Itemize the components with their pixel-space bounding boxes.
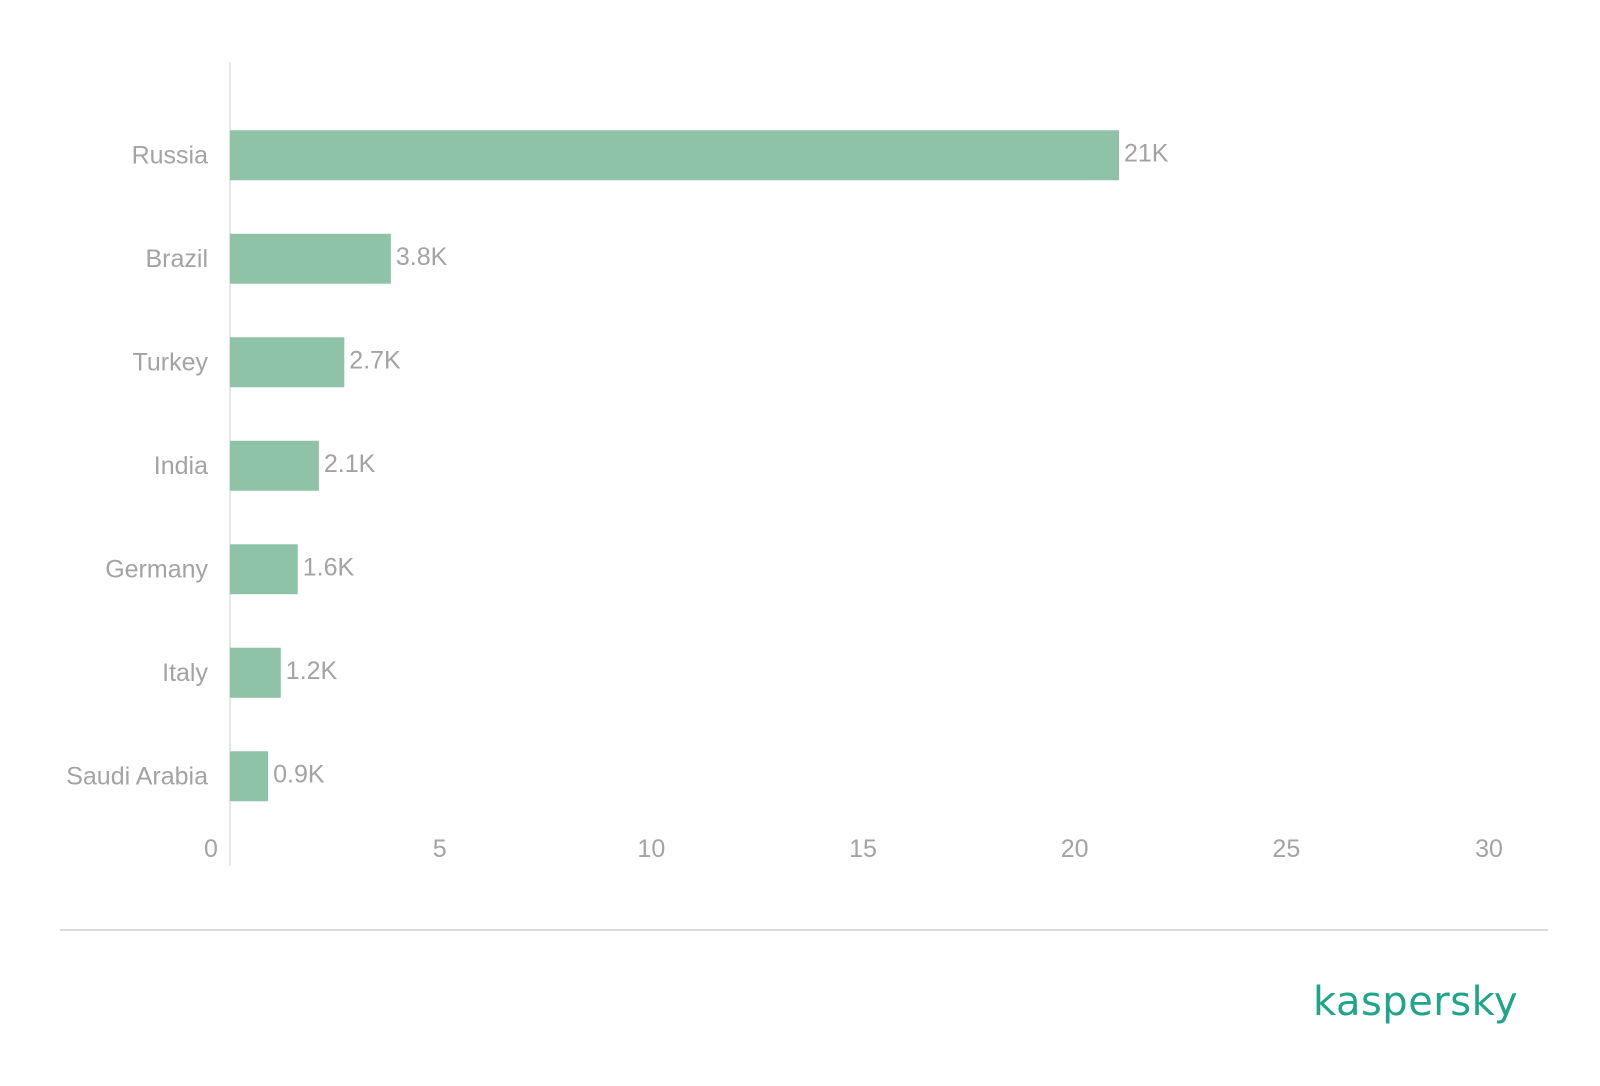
data-label-turkey: 2.7K [349,346,401,374]
bar-brazil [230,233,391,284]
category-label-germany: Germany [105,555,208,583]
data-label-brazil: 3.8K [396,243,448,271]
category-label-russia: Russia [132,141,209,169]
x-tick-label: 5 [433,835,447,863]
kaspersky-logo: kaspersky [1312,979,1518,1025]
bars-group [230,130,1119,802]
data-label-germany: 1.6K [303,553,355,581]
x-tick-label: 25 [1272,835,1300,863]
category-label-brazil: Brazil [145,245,208,273]
category-label-india: India [154,452,208,480]
bar-italy [230,647,281,698]
footer-divider [60,929,1548,931]
x-axis-ticks-group: 0 5 10 15 20 25 30 [204,835,1503,863]
bar-russia [230,130,1119,181]
category-label-saudi-arabia: Saudi Arabia [66,762,208,790]
data-labels-group: 21K 3.8K 2.7K 2.1K 1.6K 1.2K 0.9K [273,139,1169,788]
bar-saudi-arabia [230,751,269,802]
bar-turkey [230,337,345,388]
bar-germany [230,544,298,595]
category-label-turkey: Turkey [133,348,209,376]
category-label-italy: Italy [162,659,208,687]
x-tick-label: 0 [204,835,218,863]
category-labels-group: Russia Brazil Turkey India Germany Italy Saudi… [66,141,208,790]
x-tick-label: 30 [1475,835,1503,863]
bar-india [230,440,319,491]
x-tick-label: 10 [637,835,665,863]
data-label-italy: 1.2K [286,657,338,685]
data-label-india: 2.1K [324,450,376,478]
x-tick-label: 20 [1061,835,1089,863]
x-tick-label: 15 [849,835,877,863]
data-label-russia: 21K [1124,139,1169,167]
data-label-saudi-arabia: 0.9K [273,760,325,788]
